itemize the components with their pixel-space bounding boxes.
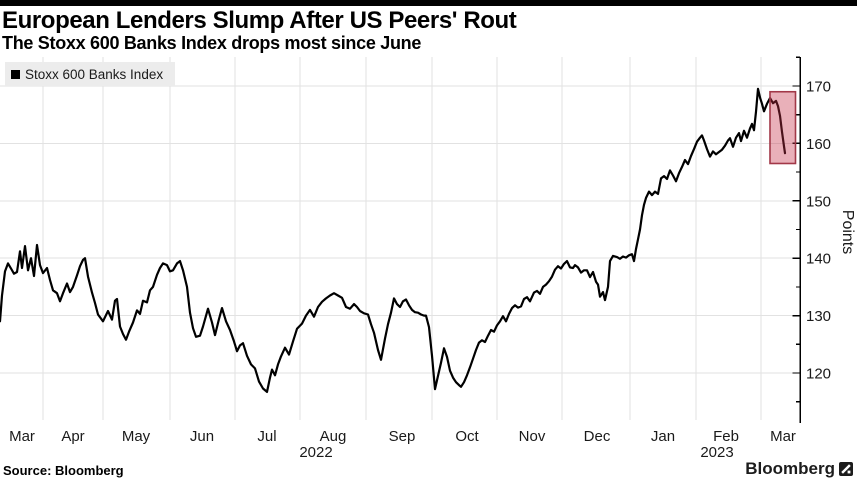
- bloomberg-logo: Bloomberg: [745, 459, 853, 479]
- y-axis-title: Points: [839, 209, 856, 255]
- y-tick-label: 150: [806, 193, 831, 210]
- x-month-label: Oct: [455, 428, 479, 445]
- x-month-label: Mar: [9, 428, 35, 445]
- legend-label: Stoxx 600 Banks Index: [25, 66, 164, 82]
- source-note: Source: Bloomberg: [3, 463, 124, 478]
- x-month-label: Sep: [389, 428, 416, 445]
- x-month-label: May: [122, 428, 151, 445]
- y-tick-label: 170: [806, 79, 831, 96]
- x-month-label: Mar: [770, 428, 796, 445]
- price-line: [0, 87, 787, 393]
- bloomberg-logo-text: Bloomberg: [745, 459, 835, 478]
- x-month-label: Nov: [519, 428, 546, 445]
- y-tick-label: 140: [806, 251, 831, 268]
- x-month-label: Dec: [584, 428, 611, 445]
- legend: Stoxx 600 Banks Index: [5, 62, 176, 86]
- x-month-label: Jun: [190, 428, 214, 445]
- y-tick-label: 130: [806, 308, 831, 325]
- highlight-box: [769, 90, 797, 165]
- x-month-label: Apr: [61, 428, 84, 445]
- x-year-label: 2023: [700, 444, 733, 461]
- chart-title: European Lenders Slump After US Peers' R…: [2, 7, 517, 34]
- x-month-label: Jul: [257, 428, 276, 445]
- x-month-label: Jan: [651, 428, 675, 445]
- x-month-label: Aug: [320, 428, 347, 445]
- x-year-label: 2022: [299, 444, 332, 461]
- bloomberg-terminal-icon: [839, 462, 853, 476]
- chart-subtitle: The Stoxx 600 Banks Index drops most sin…: [2, 33, 422, 53]
- y-tick-label: 120: [806, 366, 831, 383]
- y-tick-label: 160: [806, 136, 831, 153]
- top-rule: [0, 0, 857, 6]
- x-month-label: Feb: [713, 428, 739, 445]
- legend-marker-icon: [11, 69, 20, 79]
